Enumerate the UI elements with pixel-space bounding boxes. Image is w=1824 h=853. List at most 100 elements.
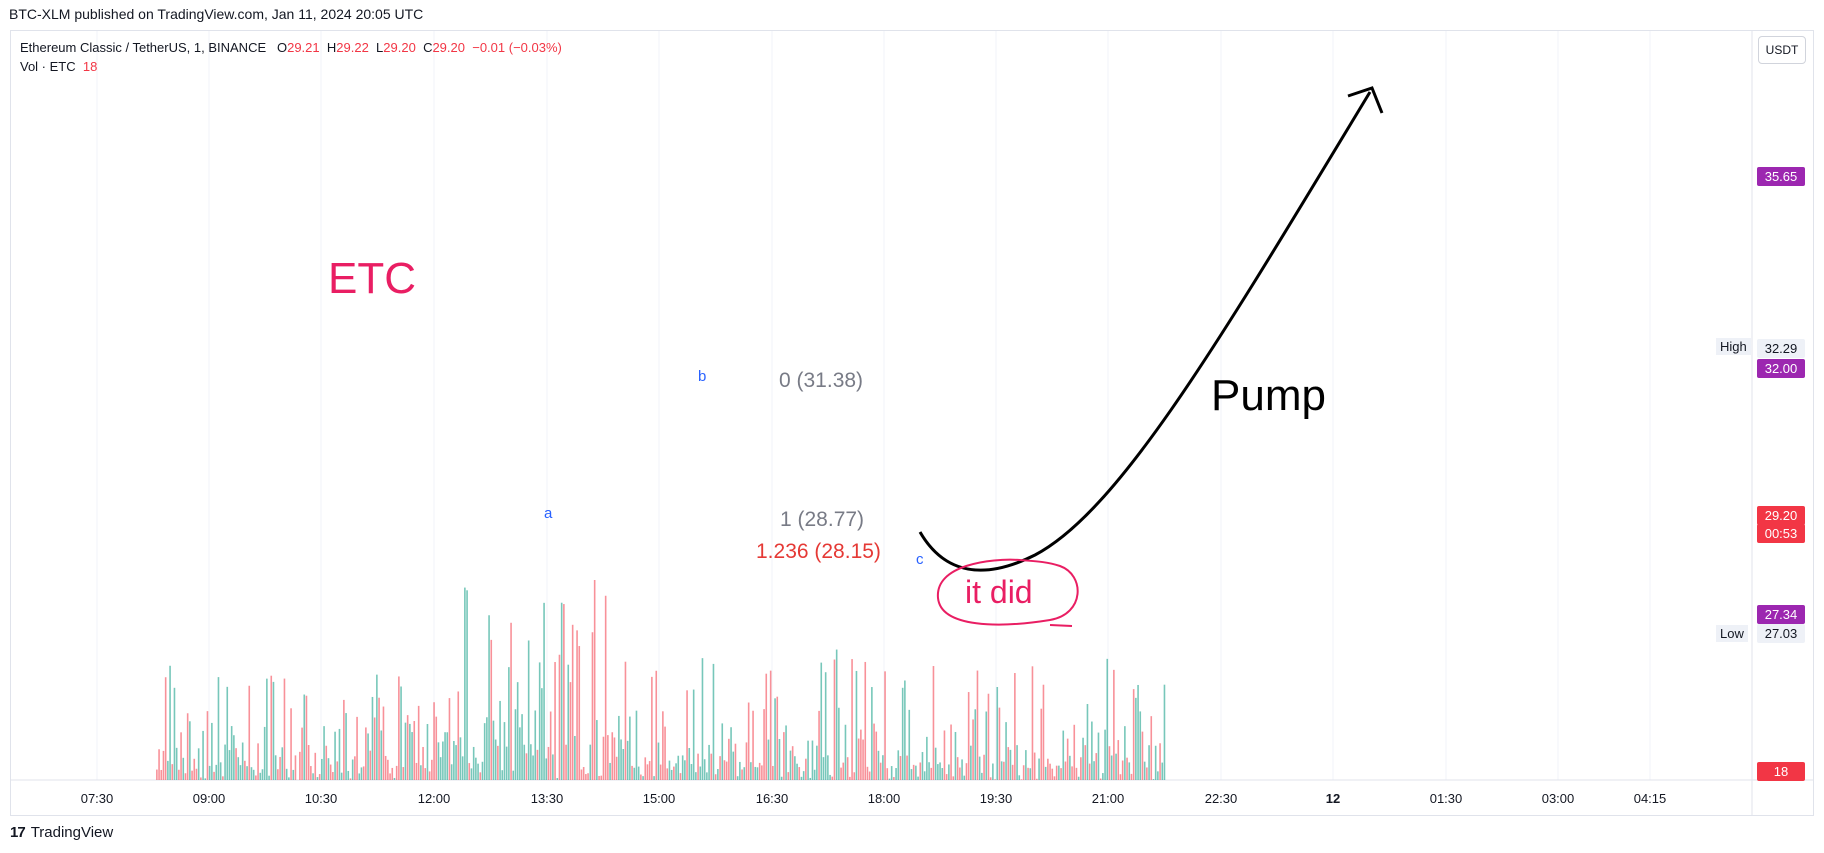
volume-bar xyxy=(310,766,312,780)
volume-bar xyxy=(937,764,939,780)
volume-bar xyxy=(796,763,798,780)
volume-bar xyxy=(1011,764,1014,780)
volume-bar xyxy=(974,709,977,780)
volume-bar xyxy=(1146,767,1148,780)
volume-bar xyxy=(1095,753,1098,780)
volume-bar xyxy=(1143,761,1146,780)
tradingview-logo-icon: 17 xyxy=(10,824,26,841)
volume-bar xyxy=(219,762,222,780)
volume-bar xyxy=(613,737,616,780)
volume-bar xyxy=(835,649,838,780)
footer-brand[interactable]: 17 TradingView xyxy=(10,824,113,841)
volume-bar xyxy=(741,769,743,780)
volume-bar xyxy=(752,710,754,780)
volume-bar xyxy=(380,730,383,780)
volume-bar xyxy=(712,663,715,780)
volume-bar xyxy=(336,761,339,780)
volume-bar xyxy=(323,726,325,780)
volume-bar xyxy=(1009,749,1012,780)
price-tag-purple-low: 27.34 xyxy=(1757,605,1805,624)
volume-bar xyxy=(769,670,772,780)
volume-bar xyxy=(547,746,550,780)
volume-bar xyxy=(433,702,435,780)
volume-bar xyxy=(1148,745,1150,780)
grid-lines xyxy=(11,31,1814,816)
volume-bar xyxy=(329,764,332,780)
volume-bar xyxy=(670,769,673,780)
price-unit-button[interactable]: USDT xyxy=(1758,36,1806,64)
volume-bar xyxy=(831,776,834,780)
volume-bar xyxy=(989,777,992,780)
volume-bar xyxy=(798,767,801,780)
volume-bar xyxy=(829,774,831,780)
volume-bar xyxy=(778,738,781,780)
volume-bar xyxy=(657,742,660,780)
volume-bar xyxy=(171,764,174,780)
time-tick-label: 21:00 xyxy=(1091,791,1125,806)
volume-bar xyxy=(477,763,479,780)
volume-bar xyxy=(411,732,413,780)
volume-bar xyxy=(1055,765,1058,780)
volume-bar xyxy=(655,670,658,780)
low-label: L xyxy=(376,40,384,55)
volume-bar xyxy=(666,768,669,780)
volume-bar xyxy=(483,723,486,780)
high-extreme-label: High xyxy=(1716,338,1751,355)
volume-bar xyxy=(897,750,900,780)
volume-bar xyxy=(611,732,614,780)
volume-bar xyxy=(615,756,618,780)
volume-bar xyxy=(811,740,814,780)
volume-bar xyxy=(692,689,695,780)
volume-bar xyxy=(776,696,779,780)
volume-bar xyxy=(1099,778,1102,780)
volume-bar xyxy=(492,720,495,780)
volume-bar xyxy=(200,777,202,780)
volume-bar xyxy=(283,678,286,780)
volume-bar xyxy=(886,768,889,780)
volume-bar xyxy=(1115,753,1117,780)
volume-bar xyxy=(950,724,952,780)
volume-bar xyxy=(365,727,367,780)
price-tag-volume: 18 xyxy=(1757,762,1805,781)
volume-bar xyxy=(996,687,999,780)
volume-bar xyxy=(167,760,169,780)
volume-bar xyxy=(459,737,462,780)
volume-bar xyxy=(563,604,565,780)
volume-bar xyxy=(237,757,240,780)
volume-bar xyxy=(1161,762,1164,780)
volume-bar xyxy=(633,767,636,780)
volume-bar xyxy=(494,739,497,780)
volume-bar xyxy=(255,775,257,780)
volume-bar xyxy=(510,622,512,780)
volume-bar xyxy=(1141,731,1144,780)
volume-bar xyxy=(754,766,757,780)
volume-bar xyxy=(732,751,735,780)
volume-bar xyxy=(1077,776,1080,780)
volume-bar xyxy=(853,772,856,780)
volume-bar xyxy=(743,767,746,780)
volume-bar xyxy=(1128,762,1131,780)
volume-bar xyxy=(453,740,455,780)
volume-bar xyxy=(266,678,268,780)
volume-bar xyxy=(470,768,473,780)
volume-bar xyxy=(338,728,341,780)
volume-bar xyxy=(631,765,633,780)
volume-bar xyxy=(1027,767,1029,780)
volume-bar xyxy=(1110,755,1113,780)
wave-label-b: b xyxy=(698,368,707,385)
volume-bar xyxy=(915,765,917,780)
volume-bar xyxy=(739,761,741,780)
volume-bar xyxy=(721,723,724,780)
volume-bar xyxy=(961,759,963,780)
legend-row-volume: Vol · ETC 18 xyxy=(20,57,562,76)
volume-bar xyxy=(439,757,442,780)
volume-bar xyxy=(303,694,306,780)
volume-bar xyxy=(413,721,416,780)
chart-frame[interactable] xyxy=(10,30,1814,816)
volume-bar xyxy=(343,699,345,780)
volume-bar xyxy=(521,714,523,780)
volume-bar xyxy=(279,756,281,780)
volume-bar xyxy=(985,711,988,780)
volume-bar xyxy=(272,681,275,780)
